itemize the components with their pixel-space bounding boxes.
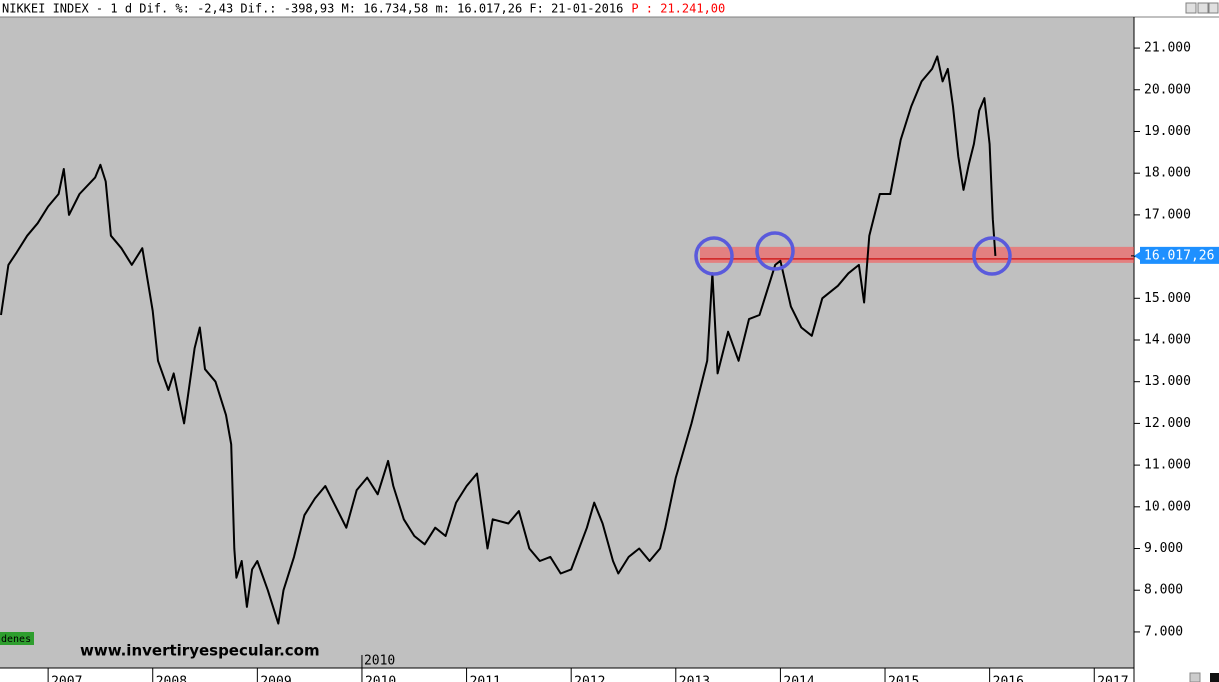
y-tick-label: 11.000 <box>1144 458 1191 473</box>
y-tick-label: 13.000 <box>1144 374 1191 389</box>
y-tick-label: 19.000 <box>1144 124 1191 139</box>
price-line <box>0 55 997 625</box>
y-tick-label: 14.000 <box>1144 332 1191 347</box>
y-tick-label: 8.000 <box>1144 583 1183 598</box>
x-tick-label: 2015 <box>888 675 919 682</box>
y-tick-label: 15.000 <box>1144 291 1191 306</box>
x-tick-label: 2008 <box>156 675 187 682</box>
y-tick-label: 17.000 <box>1144 207 1191 222</box>
current-price-box <box>1140 246 1219 264</box>
support-band <box>700 246 1134 263</box>
header-price: P : 21.241,00 <box>631 2 725 16</box>
side-tag: denes <box>1 634 31 645</box>
watermark: www.invertiryespecular.com <box>80 642 320 660</box>
restore-button[interactable] <box>1197 2 1209 14</box>
y-tick-label: 18.000 <box>1144 166 1191 181</box>
highlight-circle <box>972 236 1012 276</box>
y-tick-label: 20.000 <box>1144 82 1191 97</box>
x-tick-label: 2009 <box>260 675 291 682</box>
x-tick-label: 2012 <box>574 675 605 682</box>
close-button[interactable] <box>1208 2 1219 14</box>
x-tick-label: 2016 <box>993 675 1024 682</box>
y-tick-label: 9.000 <box>1144 541 1183 556</box>
side-tag-box <box>0 632 34 645</box>
plot-area <box>0 17 1134 668</box>
highlight-circle <box>694 236 734 276</box>
x-tick-label: 2013 <box>679 675 710 682</box>
cursor-label: 2010 <box>364 654 395 669</box>
y-tick-label: 12.000 <box>1144 416 1191 431</box>
x-tick-label: 2010 <box>365 675 396 682</box>
x-tick-label: 2014 <box>783 675 814 682</box>
highlight-circle <box>755 231 795 271</box>
x-tick-label: 2017 <box>1097 675 1128 682</box>
tool-icon[interactable] <box>1189 672 1201 682</box>
support-zone <box>700 246 1134 263</box>
tool-icon[interactable] <box>1210 673 1219 682</box>
y-tick-label: 7.000 <box>1144 624 1183 639</box>
current-price-label: 16.017,26 <box>1144 248 1214 263</box>
x-tick-label: 2011 <box>470 675 501 682</box>
current-price-pointer <box>1134 251 1140 260</box>
minimize-button[interactable] <box>1185 2 1197 14</box>
x-tick-label: 2007 <box>51 675 82 682</box>
y-tick-label: 21.000 <box>1144 41 1191 56</box>
y-tick-label: 10.000 <box>1144 499 1191 514</box>
header-info: NIKKEI INDEX - 1 d Dif. %: -2,43 Dif.: -… <box>2 2 623 16</box>
